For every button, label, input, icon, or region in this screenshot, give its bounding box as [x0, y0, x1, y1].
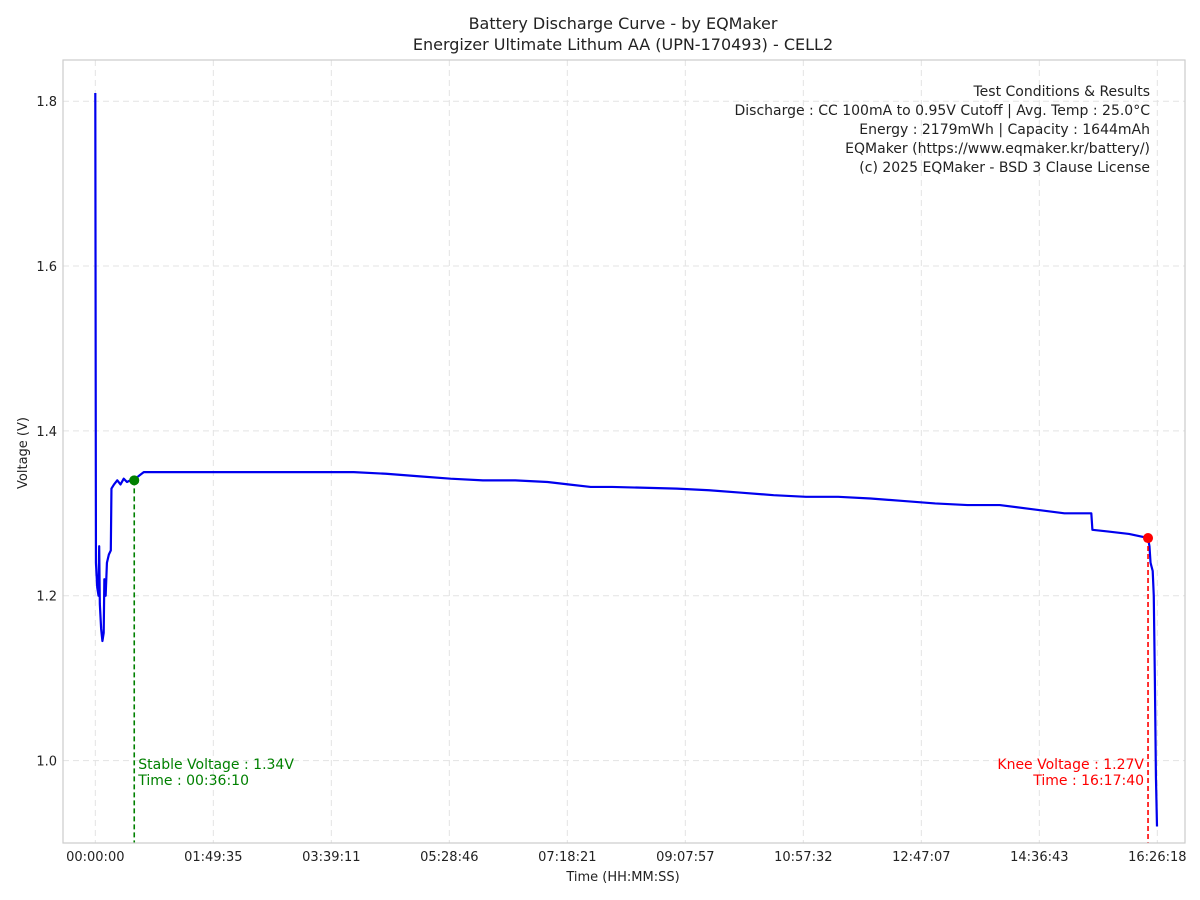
- series-layer: [94, 92, 1159, 827]
- x-tick-label: 00:00:00: [66, 850, 124, 865]
- test-conditions-box: Test Conditions & Results Discharge : CC …: [734, 84, 1150, 176]
- annotation-label: Time : 00:36:10: [137, 773, 249, 789]
- grid-lines: [63, 60, 1185, 843]
- y-axis-label: Voltage (V): [16, 417, 31, 489]
- annotation-label: Time : 16:17:40: [1032, 773, 1144, 789]
- y-tick-labels: 1.0 1.2 1.4 1.6 1.8: [36, 95, 57, 769]
- chart-subtitle: Energizer Ultimate Lithum AA (UPN-170493…: [413, 35, 833, 54]
- x-tick-label: 07:18:21: [538, 850, 596, 865]
- y-tick-label: 1.0: [36, 755, 57, 770]
- x-tick-label: 14:36:43: [1010, 850, 1068, 865]
- x-tick-label: 05:28:46: [420, 850, 478, 865]
- x-tick-label: 10:57:32: [774, 850, 832, 865]
- plot-frame: [62, 59, 1186, 844]
- y-tick-label: 1.4: [36, 425, 57, 440]
- y-tick-label: 1.2: [36, 590, 57, 605]
- info-line: Discharge : CC 100mA to 0.95V Cutoff | A…: [734, 103, 1150, 119]
- info-line: Energy : 2179mWh | Capacity : 1644mAh: [859, 122, 1150, 138]
- info-line: (c) 2025 EQMaker - BSD 3 Clause License: [859, 160, 1150, 176]
- annotation-label: Knee Voltage : 1.27V: [997, 757, 1144, 773]
- info-line: Test Conditions & Results: [973, 84, 1151, 100]
- voltage-series-line: [94, 92, 1159, 827]
- x-tick-label: 12:47:07: [892, 850, 950, 865]
- y-tick-label: 1.8: [36, 95, 57, 110]
- x-tick-labels: 00:00:00 01:49:35 03:39:11 05:28:46 07:18:21…: [66, 850, 1186, 865]
- x-tick-label: 16:26:18: [1128, 850, 1186, 865]
- info-line: EQMaker (https://www.eqmaker.kr/battery/…: [845, 141, 1150, 157]
- annotation-marker: [129, 475, 140, 486]
- x-tick-label: 01:49:35: [184, 850, 242, 865]
- chart-title: Battery Discharge Curve - by EQMaker: [469, 14, 778, 33]
- plot-area: [63, 60, 1185, 843]
- x-tick-label: 09:07:57: [656, 850, 714, 865]
- x-axis-label: Time (HH:MM:SS): [565, 870, 679, 885]
- x-tick-label: 03:39:11: [302, 850, 360, 865]
- annotation-marker: [1143, 533, 1154, 544]
- annotation-label: Stable Voltage : 1.34V: [138, 757, 294, 773]
- y-tick-label: 1.6: [36, 260, 57, 275]
